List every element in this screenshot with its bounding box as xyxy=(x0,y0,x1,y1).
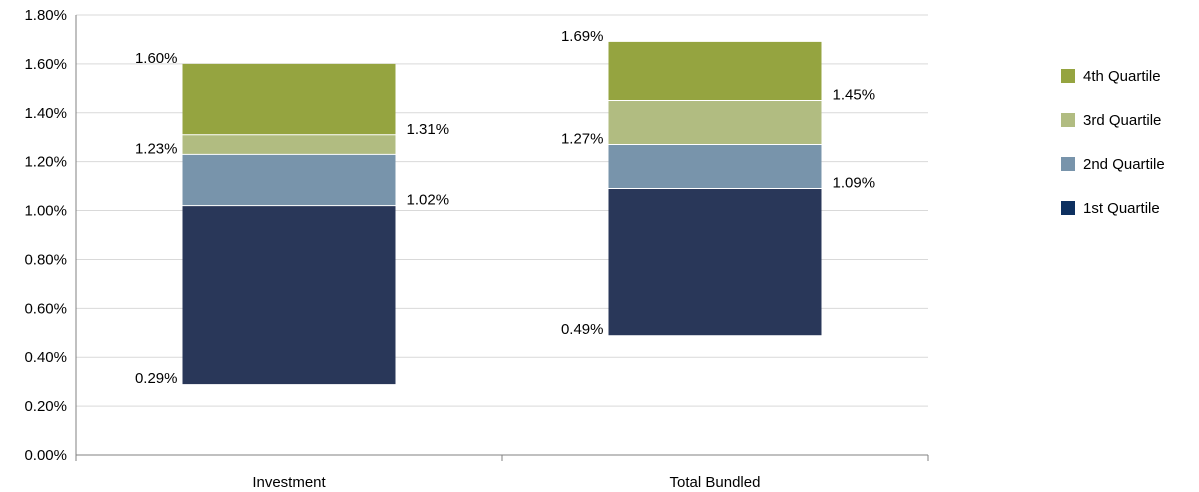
y-tick-label: 1.80% xyxy=(24,7,67,24)
legend-swatch xyxy=(1061,157,1075,171)
y-tick-label: 1.60% xyxy=(24,56,67,73)
legend-label: 4th Quartile xyxy=(1083,68,1161,85)
y-tick-label: 1.20% xyxy=(24,154,67,171)
axes xyxy=(75,15,929,461)
data-label: 1.31% xyxy=(407,121,450,138)
x-category-label: Investment xyxy=(252,474,326,491)
legend-label: 2nd Quartile xyxy=(1083,156,1165,173)
y-tick-label: 0.60% xyxy=(24,300,67,317)
bar-segment xyxy=(182,154,396,206)
y-tick-label: 1.00% xyxy=(24,203,67,220)
y-tick-label: 0.00% xyxy=(24,447,67,464)
bar-segment xyxy=(608,41,822,101)
x-axis-category-labels: Investment Total Bundled xyxy=(252,474,760,491)
y-tick-label: 1.40% xyxy=(24,105,67,122)
legend-swatch xyxy=(1061,69,1075,83)
data-label: 1.45% xyxy=(833,87,876,104)
data-label: 0.49% xyxy=(561,321,604,338)
data-label: 1.27% xyxy=(561,131,604,148)
y-tick-label: 0.80% xyxy=(24,251,67,268)
legend-swatch xyxy=(1061,201,1075,215)
y-axis-tick-labels: 0.00% 0.20% 0.40% 0.60% 0.80% 1.00% 1.20% 1.40%… xyxy=(24,7,67,464)
x-category-label: Total Bundled xyxy=(670,474,761,491)
bar-segment xyxy=(182,205,396,385)
legend-label: 3rd Quartile xyxy=(1083,112,1161,129)
data-labels: 1.60% 1.31% 1.23% 1.02% 0.29% 1.69% 1.45% 1.27%… xyxy=(135,28,875,387)
y-tick-label: 0.40% xyxy=(24,349,67,366)
legend-label: 1st Quartile xyxy=(1083,200,1160,217)
bars xyxy=(182,41,822,385)
data-label: 1.69% xyxy=(561,28,604,45)
bar-segment xyxy=(182,134,396,155)
data-label: 1.60% xyxy=(135,50,178,67)
data-label: 1.09% xyxy=(833,175,876,192)
y-tick-label: 0.20% xyxy=(24,398,67,415)
data-label: 1.23% xyxy=(135,140,178,157)
data-label: 0.29% xyxy=(135,370,178,387)
bar-segment xyxy=(608,144,822,189)
legend-swatch xyxy=(1061,113,1075,127)
bar-segment xyxy=(608,188,822,336)
data-label: 1.02% xyxy=(407,192,450,209)
bar-segment xyxy=(608,100,822,145)
bar-segment xyxy=(182,63,396,135)
legend: 4th Quartile 3rd Quartile 2nd Quartile 1st … xyxy=(1061,68,1165,217)
